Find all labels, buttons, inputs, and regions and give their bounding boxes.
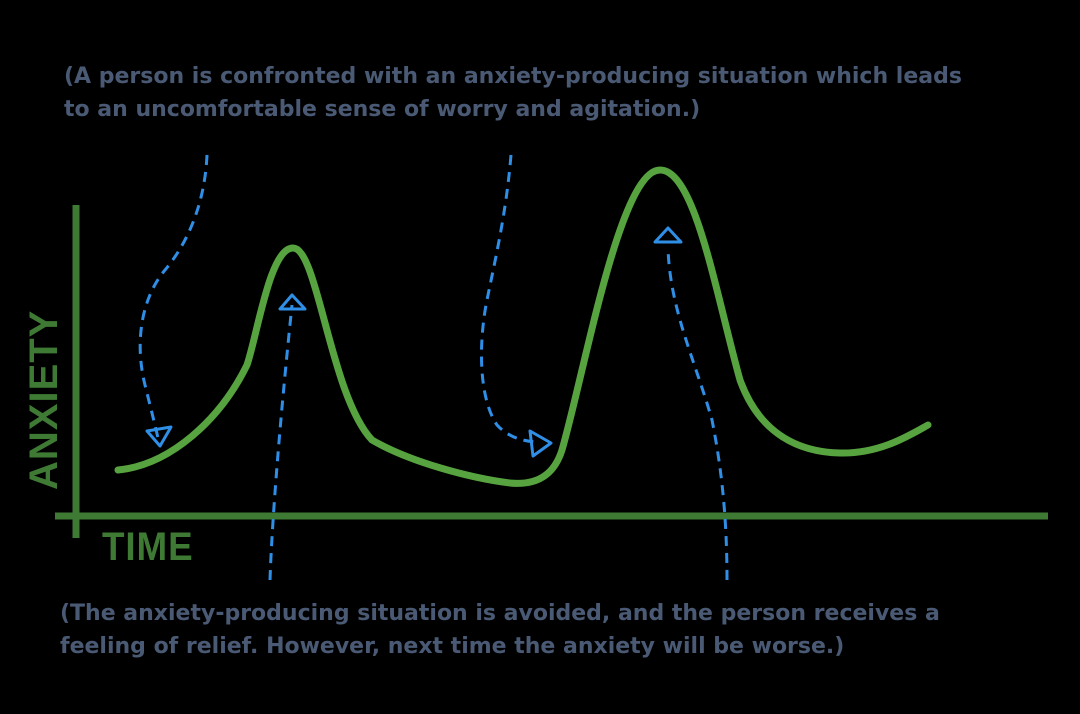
caption-top-line-1: (A person is confronted with an anxiety-…: [64, 64, 962, 89]
confrontation-arrowhead-1: [145, 425, 173, 448]
avoidance-arrowhead-1: [278, 293, 307, 311]
avoidance-arrowhead-2: [653, 226, 683, 244]
caption-avoidance: (The anxiety-producing situation is avoi…: [60, 597, 940, 663]
confrontation-arrow-1: [138, 154, 209, 439]
confrontation-arrowhead-2: [528, 429, 553, 458]
caption-bottom-line-1: (The anxiety-producing situation is avoi…: [60, 601, 940, 626]
avoidance-arrow-2: [666, 247, 729, 581]
avoidance-arrow-1: [268, 304, 294, 581]
caption-confrontation: (A person is confronted with an anxiety-…: [64, 60, 962, 126]
confrontation-arrow-2: [480, 154, 537, 444]
caption-bottom-line-2: feeling of relief. However, next time th…: [60, 634, 845, 659]
y-axis-label: ANXIETY: [22, 309, 66, 490]
x-axis-label: TIME: [102, 525, 194, 569]
caption-top-line-2: to an uncomfortable sense of worry and a…: [64, 97, 701, 122]
anxiety-curve: [114, 166, 932, 487]
